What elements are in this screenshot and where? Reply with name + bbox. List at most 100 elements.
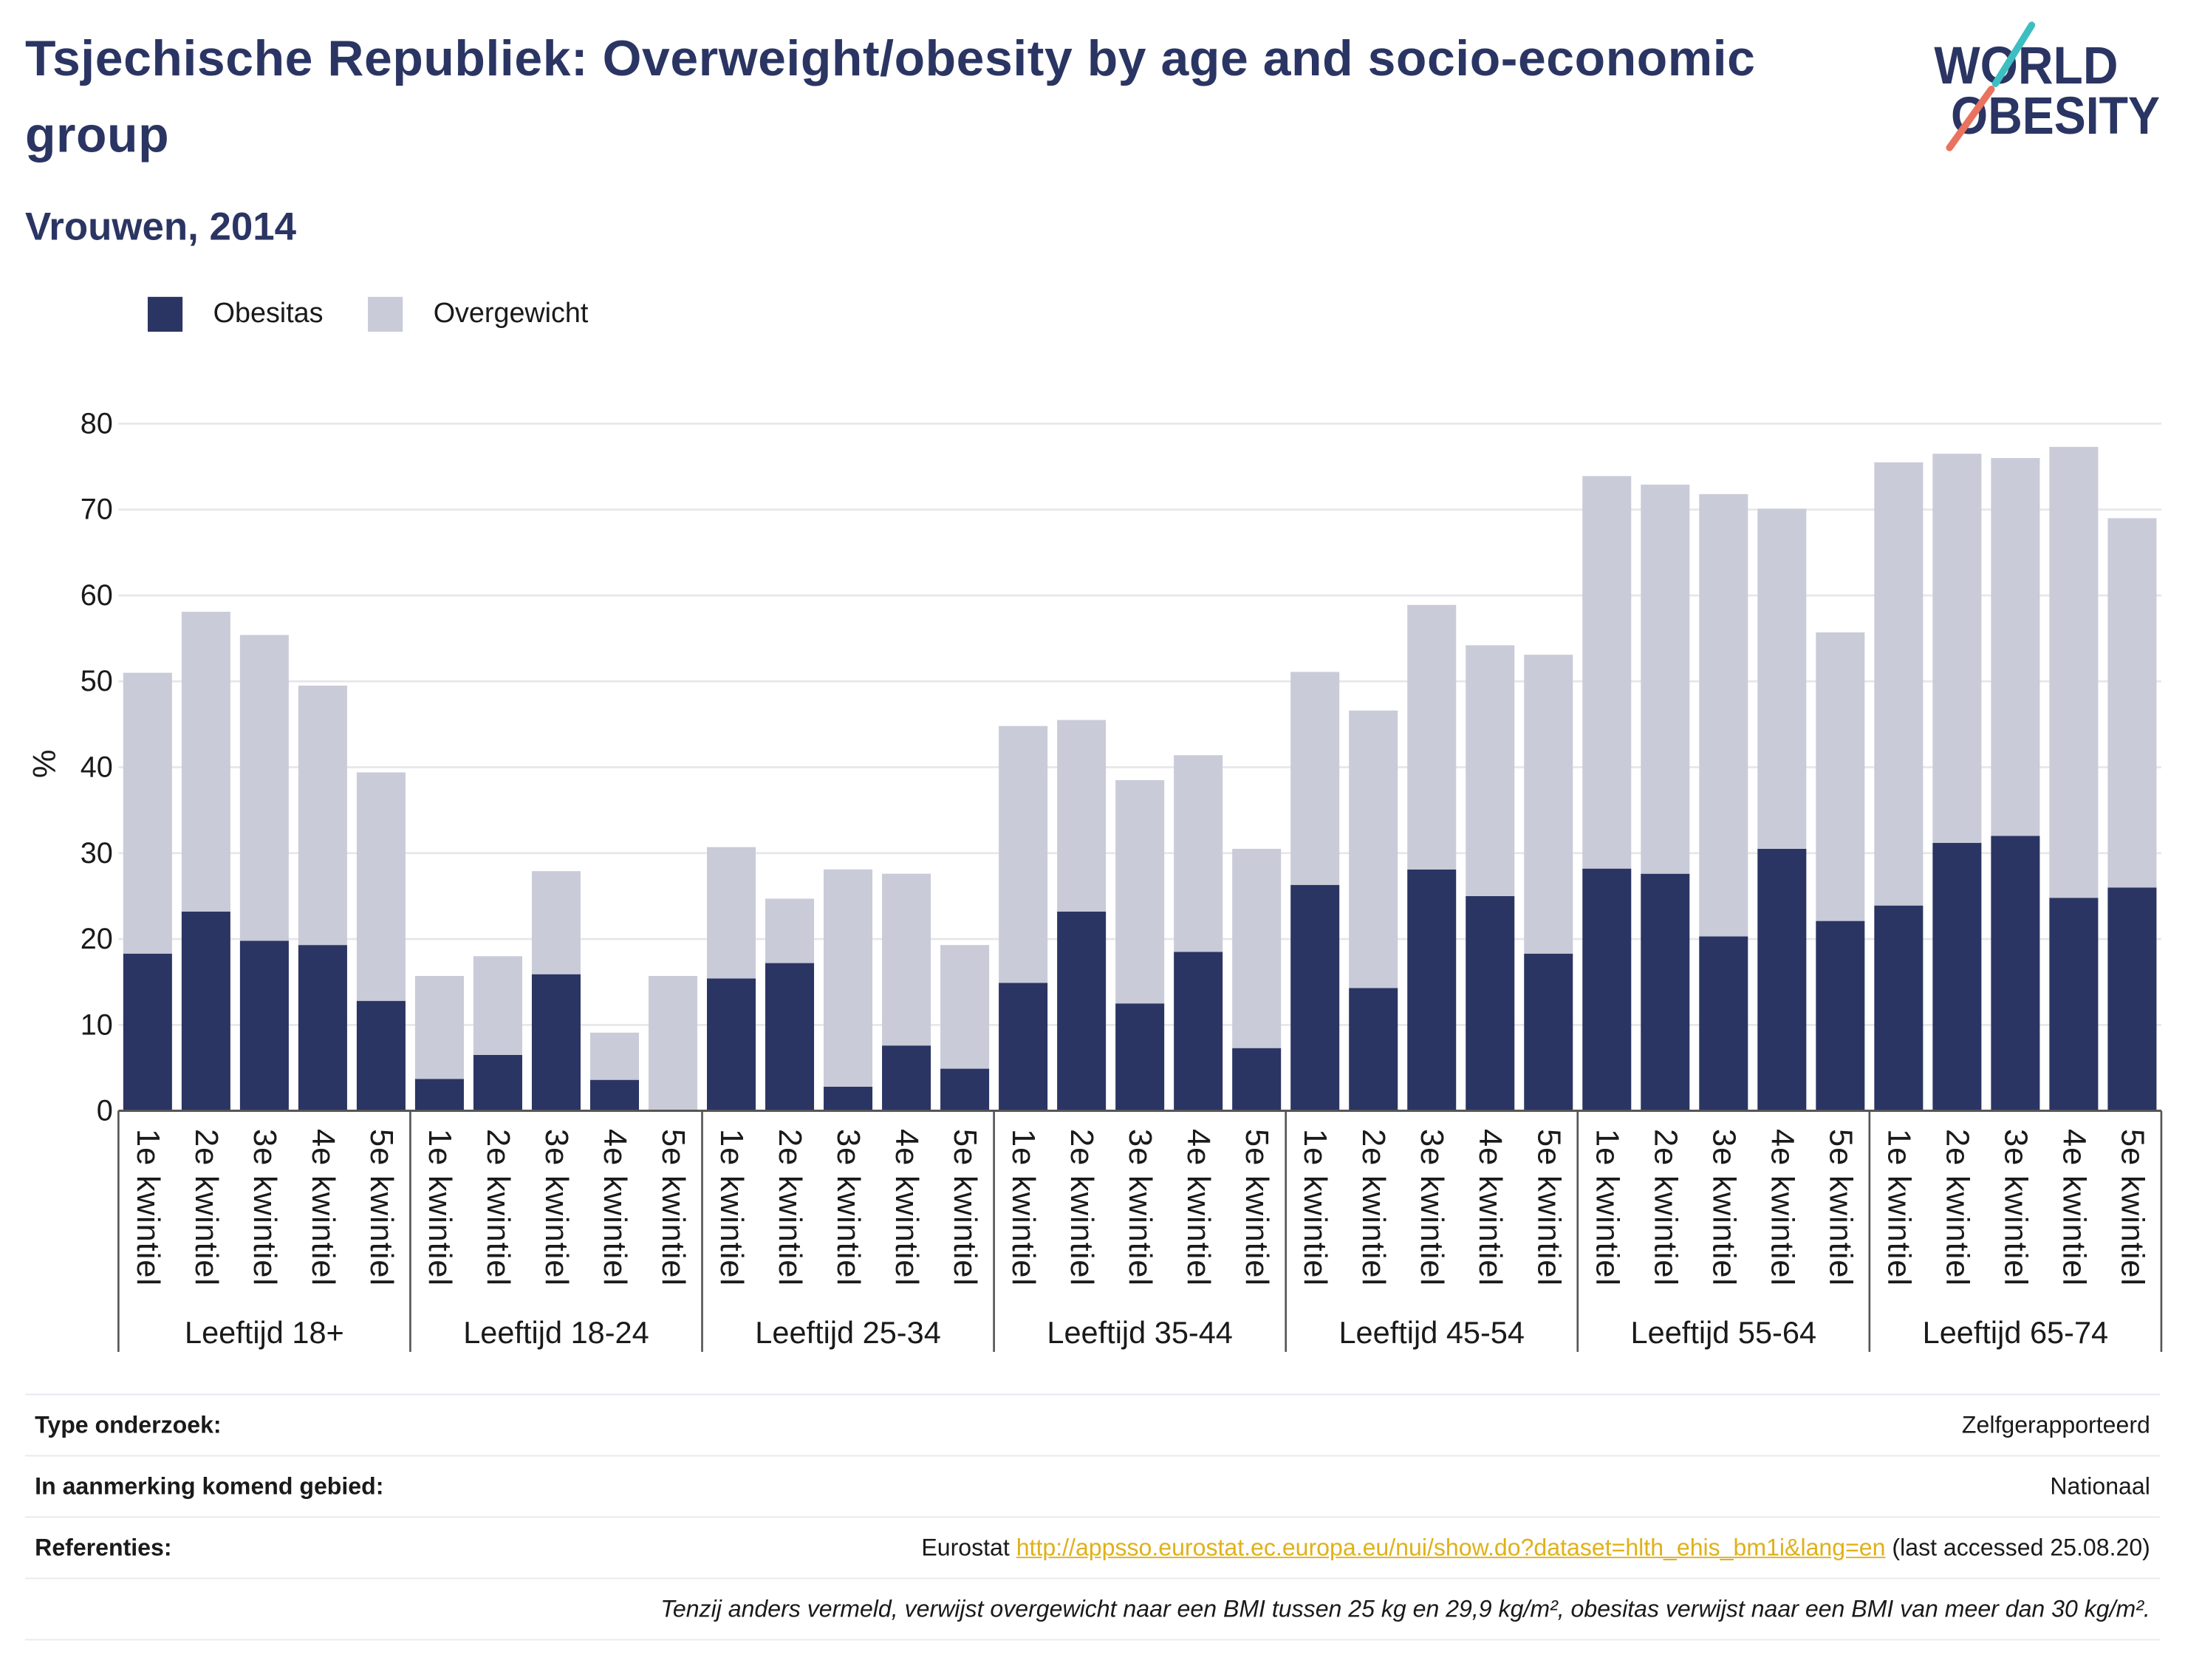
bar-overgewicht [999, 725, 1048, 983]
x-category-label: 5e kwintiel [1531, 1129, 1566, 1286]
bar-overgewicht [1349, 710, 1398, 988]
bar-obesitas [181, 911, 230, 1111]
bar-obesitas [589, 1079, 640, 1111]
y-tick-label: 70 [81, 494, 113, 526]
x-category-label: 2e kwintiel [772, 1129, 807, 1286]
x-category-label: 3e kwintiel [1414, 1129, 1449, 1286]
reference-value: Eurostat http://appsso.eurostat.ec.europ… [921, 1534, 2150, 1562]
axes [117, 1110, 2163, 1352]
bar-overgewicht [1232, 848, 1282, 1048]
bar-obesitas [531, 974, 581, 1111]
x-category-label: 3e kwintiel [830, 1129, 866, 1286]
info-table: Type onderzoek: Zelfgerapporteerd In aan… [24, 1393, 2161, 1641]
bar-overgewicht [298, 686, 347, 946]
reference-link[interactable]: http://appsso.eurostat.ec.europa.eu/nui/… [1016, 1534, 1886, 1560]
bar-obesitas [1057, 911, 1107, 1111]
bar-overgewicht [1057, 720, 1107, 912]
x-category-label: 2e kwintiel [480, 1129, 516, 1286]
legend-item-obesitas[interactable]: Obesitas [147, 296, 324, 332]
y-tick-label: 60 [81, 579, 113, 612]
x-category-label: 5e kwintiel [363, 1129, 399, 1286]
x-category-label: 5e kwintiel [947, 1129, 982, 1286]
y-tick-label: 0 [97, 1095, 113, 1127]
bar-obesitas [1641, 873, 1690, 1111]
bar-overgewicht [1932, 454, 1982, 843]
bar-overgewicht [531, 871, 581, 974]
bar-obesitas [356, 1000, 406, 1111]
x-category-label: 4e kwintiel [305, 1129, 341, 1286]
bar-obesitas [2049, 898, 2099, 1111]
x-category-label: 1e kwintiel [422, 1129, 457, 1286]
info-label: Referenties: [35, 1534, 172, 1560]
info-row-area: In aanmerking komend gebied: Nationaal [24, 1456, 2161, 1518]
bar-obesitas [1582, 868, 1632, 1111]
bar-obesitas [1699, 936, 1748, 1111]
y-tick-label: 80 [81, 407, 113, 440]
x-group-label: Leeftijd 18+ [185, 1315, 344, 1350]
bar-obesitas [1232, 1048, 1282, 1111]
x-group-label: Leeftijd 45-54 [1338, 1315, 1525, 1350]
bar-overgewicht [181, 612, 230, 912]
info-row-note: Tenzij anders vermeld, verwijst overgewi… [24, 1579, 2161, 1641]
bar-obesitas [1524, 953, 1573, 1111]
y-tick-label: 10 [81, 1008, 113, 1041]
x-category-label: 2e kwintiel [1939, 1129, 1974, 1286]
x-group-labels: Leeftijd 18+ Leeftijd 18-24 Leeftijd 25-34… [185, 1315, 2108, 1350]
bar-obesitas [473, 1054, 522, 1111]
logo-slash-teal [1991, 21, 2036, 87]
x-category-label: 1e kwintiel [1881, 1129, 1916, 1286]
x-category-label: 1e kwintiel [714, 1129, 749, 1286]
bar-overgewicht [239, 635, 289, 941]
reference-source: Eurostat [921, 1534, 1010, 1560]
bar-obesitas [1115, 1003, 1165, 1111]
x-category-labels: 1e kwintiel 2e kwintiel 3e kwintiel 4e kwin… [130, 1129, 2150, 1286]
bar-overgewicht [1874, 462, 1924, 906]
x-category-label: 1e kwintiel [130, 1129, 165, 1286]
x-category-label: 2e kwintiel [1064, 1129, 1099, 1286]
info-row-survey-type: Type onderzoek: Zelfgerapporteerd [24, 1395, 2161, 1457]
bar-overgewicht [2049, 446, 2099, 898]
bar-overgewicht [1407, 604, 1457, 870]
bar-overgewicht [1174, 755, 1223, 952]
definition-note: Tenzij anders vermeld, verwijst overgewi… [660, 1595, 2150, 1622]
chart-subtitle: Vrouwen, 2014 [24, 205, 296, 248]
x-category-label: 4e kwintiel [889, 1129, 924, 1286]
bar-overgewicht [356, 772, 406, 1001]
legend-label-obesitas: Obesitas [213, 298, 324, 329]
bar-overgewicht [473, 956, 522, 1055]
x-category-label: 3e kwintiel [247, 1129, 282, 1286]
legend-swatch-obesitas [147, 296, 183, 332]
x-group-label: Leeftijd 18-24 [463, 1315, 649, 1350]
bar-overgewicht [707, 847, 756, 979]
world-obesity-logo: WORLD OBESITY [1934, 21, 2160, 151]
bar-obesitas [414, 1079, 464, 1111]
x-group-label: Leeftijd 65-74 [1923, 1315, 2109, 1350]
x-category-label: 3e kwintiel [1122, 1129, 1158, 1286]
bar-obesitas [1757, 848, 1807, 1111]
bar-overgewicht [123, 672, 172, 954]
chart-title: Tsjechische Republiek: Overweight/obesit… [24, 29, 1756, 163]
logo-word-obesity: OBESITY [1951, 86, 2160, 146]
bar-overgewicht [940, 945, 990, 1069]
bar-overgewicht [2107, 518, 2157, 888]
y-tick-label: 40 [81, 751, 113, 784]
bar-obesitas [1174, 952, 1223, 1111]
info-value: Nationaal [2050, 1472, 2150, 1499]
bar-overgewicht [882, 873, 931, 1046]
bar-overgewicht [1757, 508, 1807, 849]
legend-item-overgewicht[interactable]: Overgewicht [368, 296, 588, 332]
bar-overgewicht [1816, 632, 1865, 921]
bar-obesitas [765, 963, 815, 1111]
y-axis-title: % [27, 750, 62, 779]
bar-obesitas [1932, 842, 1982, 1111]
x-category-label: 2e kwintiel [1355, 1129, 1391, 1286]
bar-overgewicht [1991, 457, 2040, 836]
bar-obesitas [1349, 988, 1398, 1111]
x-category-label: 4e kwintiel [1764, 1129, 1799, 1286]
bar-obesitas [882, 1045, 931, 1111]
x-category-label: 2e kwintiel [1647, 1129, 1683, 1286]
bar-obesitas [298, 945, 347, 1111]
bar-obesitas [707, 978, 756, 1111]
x-category-label: 3e kwintiel [538, 1129, 574, 1286]
bar-obesitas [999, 983, 1048, 1111]
